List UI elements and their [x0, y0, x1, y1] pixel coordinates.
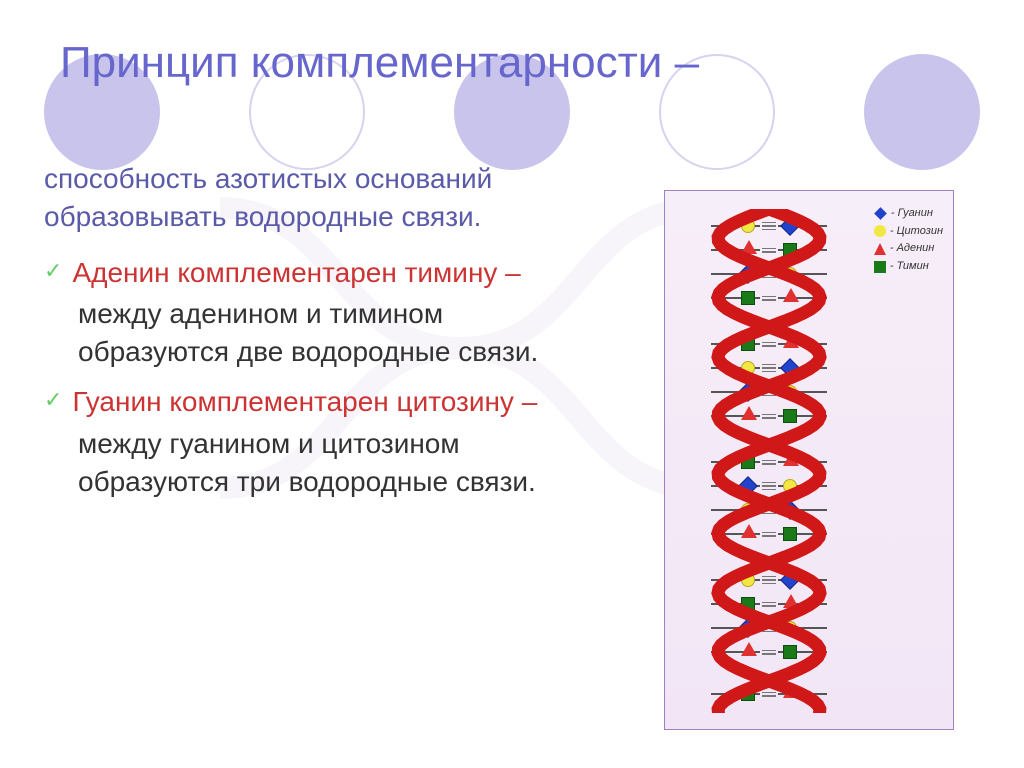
legend-shape-icon	[874, 207, 887, 220]
legend-shape-icon	[874, 261, 886, 273]
legend-row: - Цитозин	[874, 223, 943, 241]
legend-label: - Цитозин	[890, 223, 943, 241]
check-icon: ✓	[44, 387, 62, 413]
legend-label: - Аденин	[890, 240, 934, 258]
legend-shape-icon	[874, 225, 886, 237]
bullet-item: ✓ Аденин комплементарен тимину –	[44, 254, 574, 292]
helix-strands	[711, 209, 827, 713]
check-icon: ✓	[44, 258, 62, 284]
dna-helix	[711, 209, 827, 713]
dna-diagram: - Гуанин- Цитозин- Аденин- Тимин	[664, 190, 954, 730]
legend-row: - Аденин	[874, 240, 943, 258]
content-area: способность азотистых оснований образовы…	[44, 160, 574, 512]
bullet-sub-text: между аденином и тимином образуются две …	[78, 295, 574, 371]
bullet-item: ✓ Гуанин комплементарен цитозину –	[44, 383, 574, 421]
legend-label: - Тимин	[890, 258, 929, 276]
bullet-main-text: Гуанин комплементарен цитозину –	[72, 383, 537, 421]
legend-row: - Гуанин	[874, 205, 943, 223]
diagram-legend: - Гуанин- Цитозин- Аденин- Тимин	[874, 205, 943, 275]
legend-row: - Тимин	[874, 258, 943, 276]
bg-circle	[864, 54, 980, 170]
subtitle-text: способность азотистых оснований образовы…	[44, 160, 574, 236]
slide-title: Принцип комплементарности –	[60, 38, 699, 88]
bullet-sub-text: между гуанином и цитозином образуются тр…	[78, 425, 574, 501]
legend-label: - Гуанин	[891, 205, 933, 223]
legend-shape-icon	[874, 243, 886, 255]
bullet-main-text: Аденин комплементарен тимину –	[72, 254, 520, 292]
